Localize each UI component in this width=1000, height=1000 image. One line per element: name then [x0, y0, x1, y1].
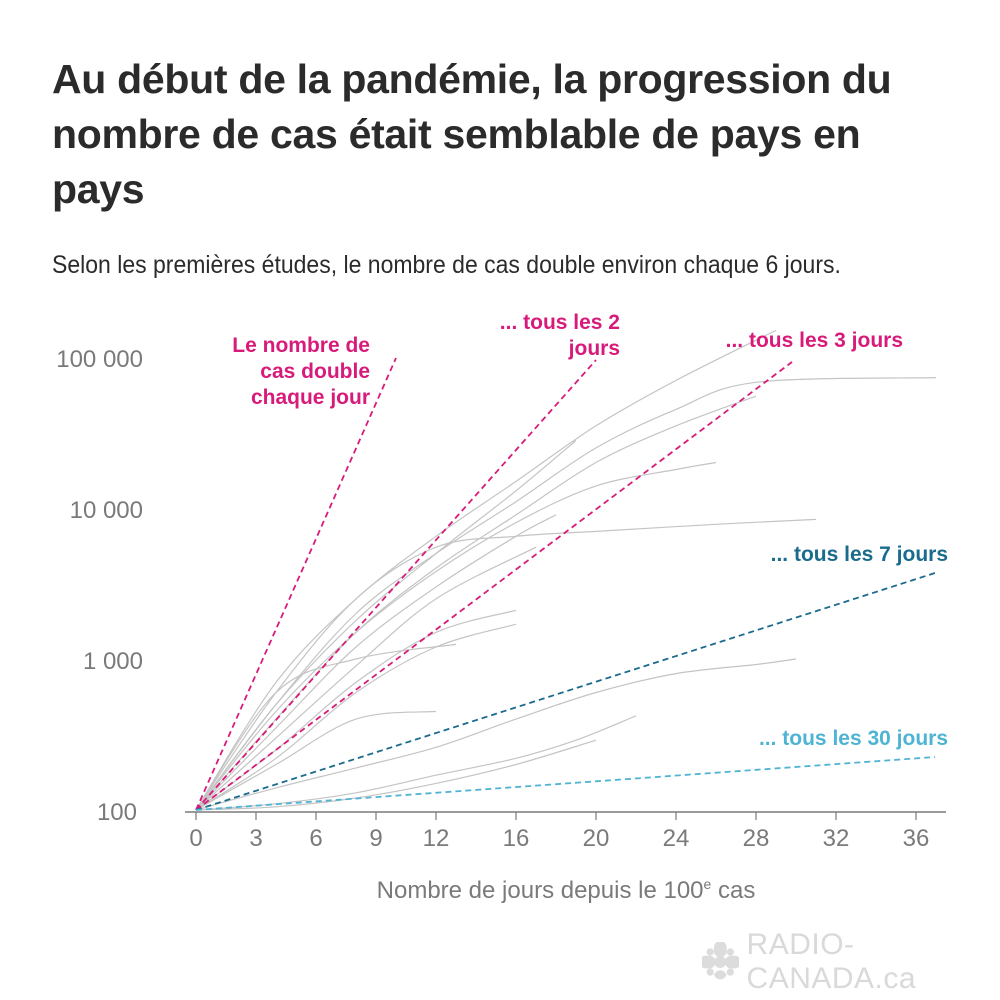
y-tick-1000: 1 000	[83, 648, 143, 675]
annotation-2-days: ... tous les 2 jours	[500, 311, 620, 360]
x-tick-label: 0	[189, 825, 202, 852]
reference-lines	[195, 357, 936, 811]
svg-text:chaque jour: chaque jour	[251, 386, 370, 409]
y-axis: 100 000 10 000 1 000 100	[56, 346, 143, 826]
svg-text:... tous les 2: ... tous les 2	[500, 311, 620, 334]
country-line	[195, 739, 597, 811]
x-ticks: 0 3 6 9 12 16 20 24 28 32 36	[189, 812, 929, 852]
svg-text:Le nombre de: Le nombre de	[232, 334, 370, 357]
x-tick-label: 28	[743, 825, 770, 852]
y-tick-10000: 10 000	[70, 497, 143, 524]
ref-line-30-days	[195, 756, 936, 811]
x-tick-label: 32	[823, 825, 850, 852]
x-tick-label: 12	[423, 825, 450, 852]
country-line	[195, 623, 517, 811]
x-tick-label: 3	[249, 825, 262, 852]
svg-text:cas double: cas double	[260, 360, 370, 383]
annotation-30-days: ... tous les 30 jours	[759, 727, 948, 750]
svg-text:jours: jours	[568, 337, 620, 360]
country-line	[195, 658, 797, 811]
chart-subtitle: Selon les premières études, le nombre de…	[52, 251, 841, 279]
country-line	[195, 329, 777, 811]
cbc-gem-icon	[702, 942, 739, 980]
x-axis-label: Nombre de jours depuis le 100e cas	[377, 876, 756, 904]
x-tick-label: 16	[503, 825, 530, 852]
country-line	[195, 440, 577, 811]
radio-canada-logo: RADIO-CANADA.ca	[702, 928, 1000, 996]
country-line	[195, 514, 557, 811]
chart-title: Au début de la pandémie, la progression …	[52, 56, 892, 212]
logo-text: RADIO-CANADA.ca	[746, 928, 917, 995]
y-tick-100000: 100 000	[56, 346, 143, 373]
country-line	[195, 643, 457, 811]
country-line	[195, 546, 537, 811]
ref-line-2-days	[195, 359, 597, 811]
annotation-daily: Le nombre de cas double chaque jour	[232, 334, 370, 409]
country-line	[195, 518, 817, 811]
x-tick-label: 20	[583, 825, 610, 852]
annotation-3-days: ... tous les 3 jours	[726, 329, 903, 352]
ref-line-3-days	[195, 361, 793, 811]
y-tick-100: 100	[97, 799, 137, 826]
x-tick-label: 24	[663, 825, 690, 852]
x-tick-label: 9	[369, 825, 382, 852]
ref-line-daily	[195, 357, 397, 811]
country-line	[195, 715, 637, 811]
country-line	[195, 461, 717, 811]
country-line	[195, 377, 937, 811]
country-line	[195, 710, 437, 811]
x-tick-label: 6	[309, 825, 322, 852]
ref-line-7-days	[195, 572, 936, 811]
annotation-7-days: ... tous les 7 jours	[771, 543, 948, 566]
x-tick-label: 36	[903, 825, 930, 852]
x-axis: 0 3 6 9 12 16 20 24 28 32 36 Nombre de jours depui…	[185, 811, 946, 904]
country-lines	[195, 329, 937, 811]
